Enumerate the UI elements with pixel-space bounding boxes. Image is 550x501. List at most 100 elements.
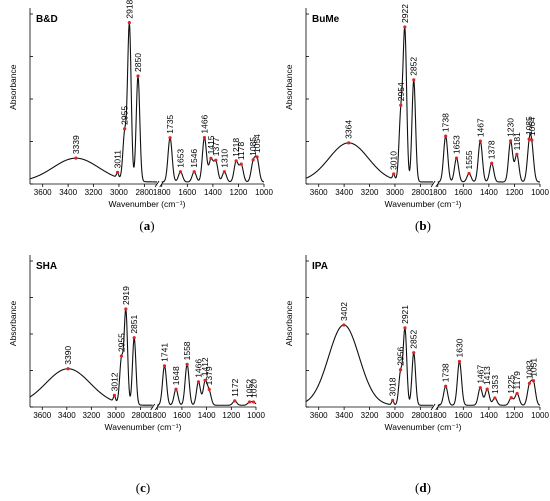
x-axis-label: Wavenumber (cm⁻¹): [105, 422, 182, 432]
peak-marker: [391, 398, 395, 402]
peak-marker: [490, 161, 494, 165]
x-tick-label: 3400: [335, 411, 353, 420]
x-tick-label: 1800: [429, 411, 447, 420]
peak-label: 1558: [182, 341, 192, 360]
peak-label: 1653: [452, 135, 462, 154]
peak-marker: [457, 359, 462, 364]
peak-marker: [112, 393, 117, 397]
x-tick-label: 1200: [230, 188, 248, 197]
x-tick-label: 1000: [255, 188, 273, 197]
x-tick-label: 3000: [110, 188, 128, 197]
peak-label: 1083: [524, 360, 534, 379]
x-tick-label: 1400: [204, 188, 222, 197]
peak-label: 3390: [63, 346, 73, 365]
y-axis-label: Absorbance: [8, 64, 18, 110]
spectrum-trace-segment: [437, 360, 541, 406]
peak-marker: [162, 364, 167, 368]
panel-b: 3600 3400 3200 3000 2800 1800 1600 1400 1200 1000…: [284, 4, 549, 233]
peak-label: 1546: [189, 149, 199, 168]
peak-marker: [115, 170, 120, 174]
peak-marker: [347, 141, 351, 145]
peak-marker: [399, 103, 403, 107]
peak-label: 1172: [230, 378, 240, 397]
x-tick-label: 3400: [59, 188, 77, 197]
x-tick-label: 2800: [411, 411, 429, 420]
panel-a: 3600 3400 3200 3000 2800 1800 1600 1400 1200 1000…: [8, 0, 273, 233]
panel-caption: (d): [415, 480, 431, 495]
peak-marker: [515, 152, 519, 156]
x-tick-label: 3200: [361, 411, 379, 420]
peak-label: 1379: [204, 366, 214, 385]
peak-label: 1741: [160, 343, 170, 362]
peak-label: 1064: [527, 117, 537, 136]
peak-label: 1466: [193, 359, 203, 378]
x-tick-label: 1600: [173, 411, 191, 420]
x-tick-label: 1000: [531, 411, 549, 420]
peak-marker: [478, 386, 482, 390]
peak-label: 2852: [409, 330, 419, 349]
peak-label: 1467: [475, 118, 485, 137]
x-tick-label: 1600: [454, 188, 472, 197]
spectrum-trace-segment: [29, 308, 153, 406]
peak-marker: [124, 307, 128, 311]
spectrum-trace-segment: [29, 22, 158, 183]
x-tick-label: 3200: [361, 188, 379, 197]
peak-label: 1353: [490, 375, 500, 394]
peak-label: 2851: [129, 314, 139, 333]
peak-label: 1738: [441, 113, 451, 132]
x-tick-label: 1800: [148, 411, 166, 420]
peak-label: 1653: [176, 149, 186, 168]
peak-label: 1085: [524, 116, 534, 135]
peak-marker: [185, 362, 189, 366]
x-axis-label: Wavenumber (cm⁻¹): [385, 199, 462, 209]
peak-marker: [123, 127, 127, 131]
x-tick-label: 3200: [82, 411, 100, 420]
peak-label: 1413: [482, 366, 492, 385]
peak-marker: [127, 21, 131, 25]
peak-marker: [392, 172, 396, 176]
panel-caption: (a): [139, 218, 154, 233]
peak-marker: [209, 156, 213, 160]
peak-label: 2955: [120, 106, 130, 125]
peak-marker: [202, 136, 207, 140]
x-tick-label: 3600: [34, 188, 52, 197]
y-axis-label: Absorbance: [8, 300, 18, 346]
peak-marker: [74, 156, 78, 160]
x-tick-label: 1200: [506, 411, 524, 420]
peak-marker: [403, 25, 407, 29]
peak-marker: [178, 170, 183, 174]
peak-label: 2852: [409, 57, 419, 76]
peak-marker: [214, 158, 218, 162]
peak-label: 1179: [512, 371, 522, 390]
axis-break-mark: [154, 180, 160, 188]
peak-marker: [530, 138, 534, 142]
x-tick-label: 1000: [247, 411, 265, 420]
peak-label: 1085: [248, 137, 258, 156]
x-tick-label: 3000: [107, 411, 125, 420]
peak-label: 3402: [339, 302, 349, 321]
peak-label: 1467: [475, 364, 485, 383]
peak-label: 2918: [124, 0, 134, 19]
peak-marker: [234, 159, 238, 163]
peak-marker: [342, 323, 346, 327]
peak-label: 2850: [133, 53, 143, 72]
panel-title: BuMe: [312, 14, 340, 25]
peak-marker: [493, 396, 497, 400]
peak-label: 2922: [400, 4, 410, 23]
panel-title: IPA: [312, 261, 328, 272]
peak-marker: [531, 379, 536, 383]
panel-caption: (b): [415, 218, 431, 233]
x-tick-label: 3000: [386, 188, 404, 197]
peak-marker: [192, 170, 196, 174]
peak-label: 1020: [249, 379, 259, 398]
x-tick-label: 3600: [310, 411, 328, 420]
spectrum-trace-segment: [305, 324, 434, 406]
peak-label: 1738: [441, 363, 451, 382]
peak-label: 1230: [506, 118, 516, 137]
peak-marker: [412, 78, 416, 82]
peak-marker: [403, 326, 407, 330]
x-tick-label: 1400: [480, 411, 498, 420]
x-tick-label: 1600: [454, 411, 472, 420]
